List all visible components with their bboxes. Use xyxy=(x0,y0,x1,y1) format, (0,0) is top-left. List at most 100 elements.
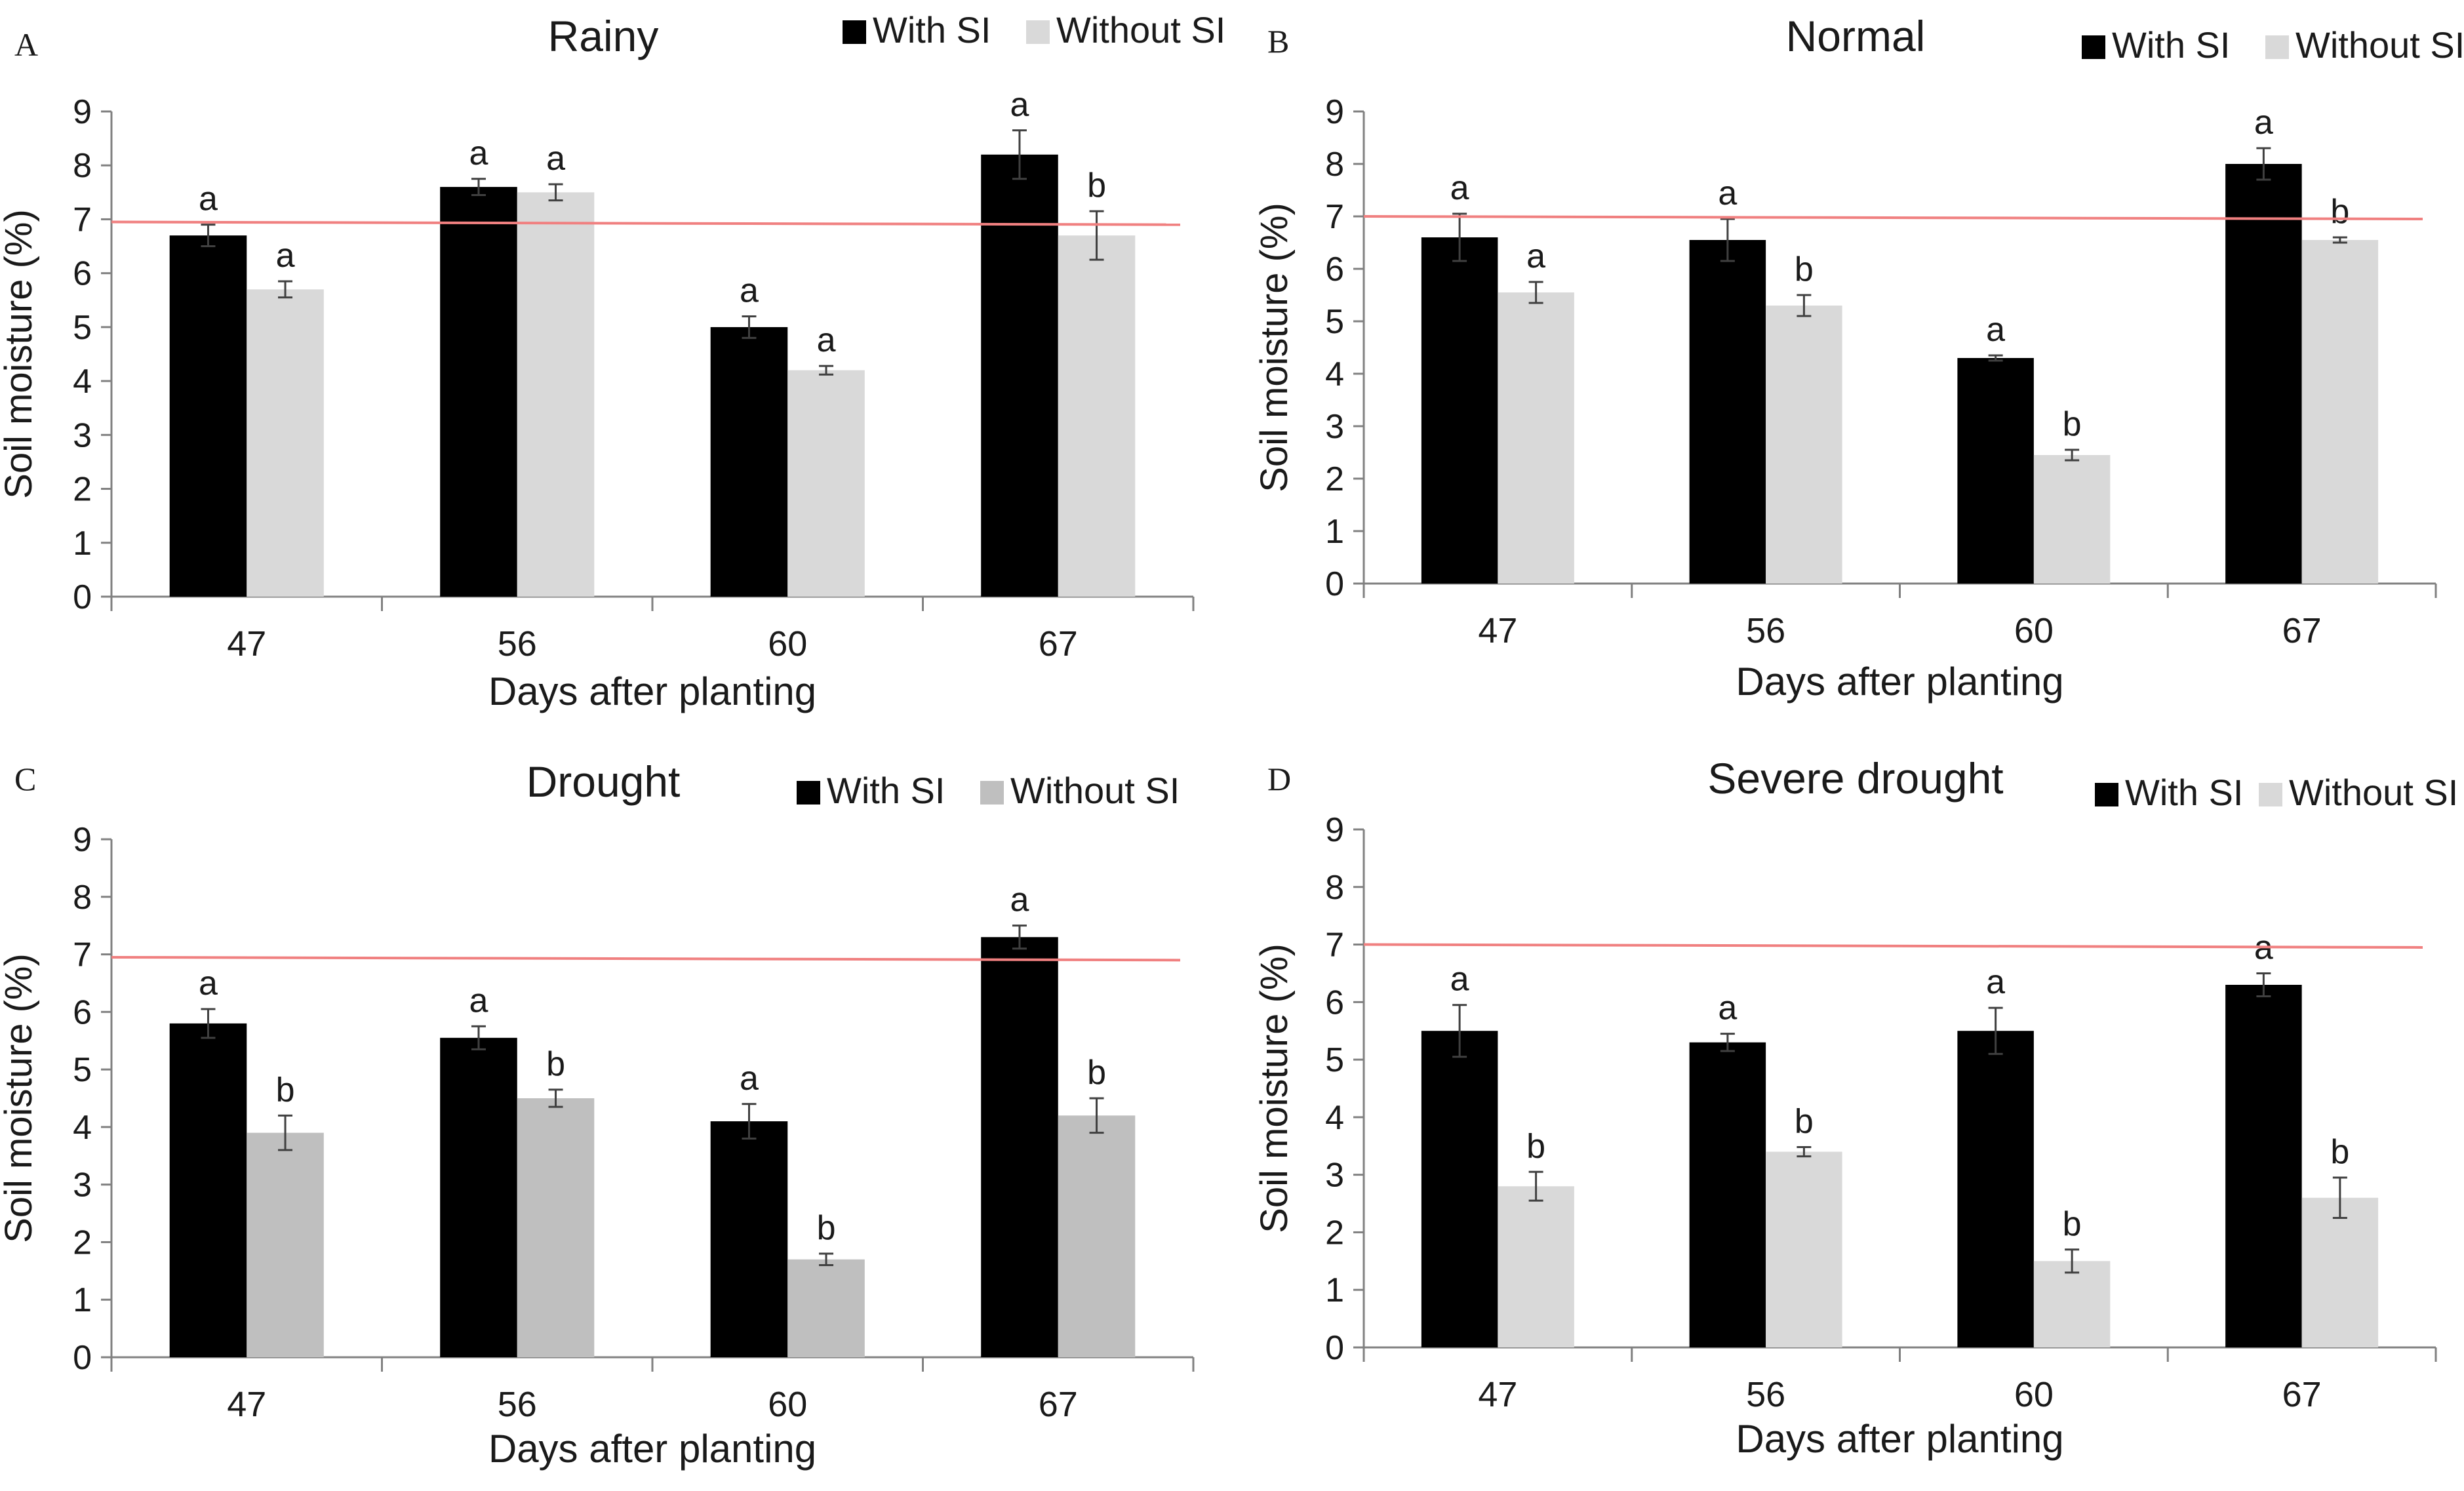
bar-with-si xyxy=(440,1037,517,1357)
bar-with-si xyxy=(710,327,788,597)
bar-without-si xyxy=(787,370,865,597)
y-tick-label: 2 xyxy=(1325,460,1344,498)
bar-without-si xyxy=(517,1098,595,1357)
significance-letter: a xyxy=(469,982,488,1020)
legend-swatch-without-si xyxy=(2259,783,2282,806)
bar-with-si xyxy=(440,187,517,597)
significance-letter: a xyxy=(1450,169,1469,207)
legend-label-without-si: Without SI xyxy=(1010,770,1180,811)
error-bar-with-si xyxy=(201,224,216,248)
x-tick-label: 60 xyxy=(2014,1375,2054,1414)
panel-letter: A xyxy=(14,26,38,63)
significance-letter: b xyxy=(1795,250,1814,288)
y-tick-label: 4 xyxy=(73,1109,92,1147)
x-tick-label: 67 xyxy=(1039,1385,1078,1424)
chart-title: Severe drought xyxy=(1707,754,2003,803)
legend: With SI Without SI xyxy=(797,770,1180,811)
error-bar-without-si xyxy=(1797,1146,1812,1158)
x-tick-label: 60 xyxy=(768,624,807,664)
bar-without-si xyxy=(2033,455,2111,584)
legend-label-with-si: With SI xyxy=(2112,24,2230,66)
y-tick-label: 0 xyxy=(73,578,92,616)
y-tick-label: 1 xyxy=(73,525,92,563)
error-bar-without-si xyxy=(548,1088,563,1108)
error-bar-with-si xyxy=(1012,924,1027,950)
significance-letter: a xyxy=(1010,86,1029,124)
significance-letter: a xyxy=(469,134,488,172)
x-tick-label: 60 xyxy=(2014,611,2054,650)
y-tick-label: 7 xyxy=(73,936,92,974)
bar-with-si xyxy=(981,937,1058,1357)
y-tick-label: 2 xyxy=(73,1223,92,1262)
legend: With SI Without SI xyxy=(2082,24,2464,66)
y-tick-label: 8 xyxy=(1325,146,1344,184)
x-tick-label: 56 xyxy=(1746,611,1785,650)
error-bar-without-si xyxy=(1089,1097,1104,1134)
significance-letter: b xyxy=(1526,1127,1545,1165)
y-tick-label: 8 xyxy=(1325,869,1344,907)
significance-letter: a xyxy=(1718,174,1737,212)
y-tick-label: 3 xyxy=(1325,1157,1344,1195)
y-tick-label: 7 xyxy=(1325,926,1344,964)
bar-without-si xyxy=(1766,306,1842,584)
y-tick-label: 1 xyxy=(73,1281,92,1319)
bar-with-si xyxy=(2225,164,2302,584)
legend-swatch-without-si xyxy=(2265,35,2289,59)
bar-without-si xyxy=(247,289,324,597)
y-axis-title: Soil moisture (%) xyxy=(1253,944,1296,1233)
significance-letter: a xyxy=(546,140,565,178)
significance-letter: b xyxy=(2063,405,2082,443)
bar-without-si xyxy=(1766,1151,1842,1347)
legend-label-with-si: With SI xyxy=(827,770,945,811)
x-axis-title: Days after planting xyxy=(488,669,816,713)
x-axis-title: Days after planting xyxy=(1736,1417,2063,1461)
error-bar-without-si xyxy=(1528,1170,1543,1202)
y-tick-label: 3 xyxy=(73,1166,92,1204)
y-axis-title: Soil moisture (%) xyxy=(0,209,40,499)
significance-letter: a xyxy=(1718,989,1737,1027)
significance-letter: a xyxy=(199,180,218,218)
chart-title: Drought xyxy=(527,757,681,806)
bar-without-si xyxy=(1498,292,1574,584)
y-tick-label: 0 xyxy=(1325,1329,1344,1367)
y-tick-label: 2 xyxy=(73,471,92,509)
error-bar-without-si xyxy=(278,280,293,299)
x-axis-title: Days after planting xyxy=(488,1427,816,1471)
y-tick-label: 3 xyxy=(73,416,92,454)
x-tick-label: 56 xyxy=(1746,1375,1785,1414)
significance-letter: a xyxy=(1450,961,1469,999)
error-bar-without-si xyxy=(2065,1248,2080,1274)
y-axis-title: Soil moisture (%) xyxy=(0,953,40,1243)
y-tick-label: 8 xyxy=(73,147,92,185)
panel-c: C Drought With SI Without SI012345678947ab5… xyxy=(0,757,1195,1471)
y-tick-label: 6 xyxy=(1325,250,1344,288)
bar-without-si xyxy=(1498,1186,1574,1347)
x-tick-label: 47 xyxy=(1478,611,1517,650)
significance-letter: a xyxy=(2254,104,2273,142)
bar-with-si xyxy=(169,235,247,597)
bar-without-si xyxy=(787,1259,865,1357)
bar-with-si xyxy=(981,154,1058,597)
panel-d: D Severe drought With SI Without SI01234567… xyxy=(1253,754,2458,1461)
y-tick-label: 4 xyxy=(1325,1099,1344,1137)
threshold-line xyxy=(1363,943,2423,949)
significance-letter: b xyxy=(1795,1103,1814,1141)
error-bar-without-si xyxy=(278,1114,293,1151)
y-tick-label: 5 xyxy=(73,1051,92,1089)
bar-without-si xyxy=(1058,235,1136,597)
error-bar-with-si xyxy=(2256,972,2271,998)
error-bar-with-si xyxy=(1452,1004,1467,1058)
bar-without-si xyxy=(247,1132,324,1357)
error-bar-without-si xyxy=(1528,281,1543,304)
legend-swatch-without-si xyxy=(1026,20,1050,44)
error-bar-with-si xyxy=(2256,147,2271,181)
legend-label-with-si: With SI xyxy=(2125,772,2243,813)
y-tick-label: 1 xyxy=(1325,1271,1344,1309)
y-tick-label: 8 xyxy=(73,879,92,917)
x-tick-label: 67 xyxy=(1039,624,1078,664)
legend-swatch-without-si xyxy=(980,781,1004,805)
chart-title: Normal xyxy=(1786,12,1926,60)
x-tick-label: 56 xyxy=(498,624,537,664)
x-tick-label: 47 xyxy=(1478,1375,1517,1414)
